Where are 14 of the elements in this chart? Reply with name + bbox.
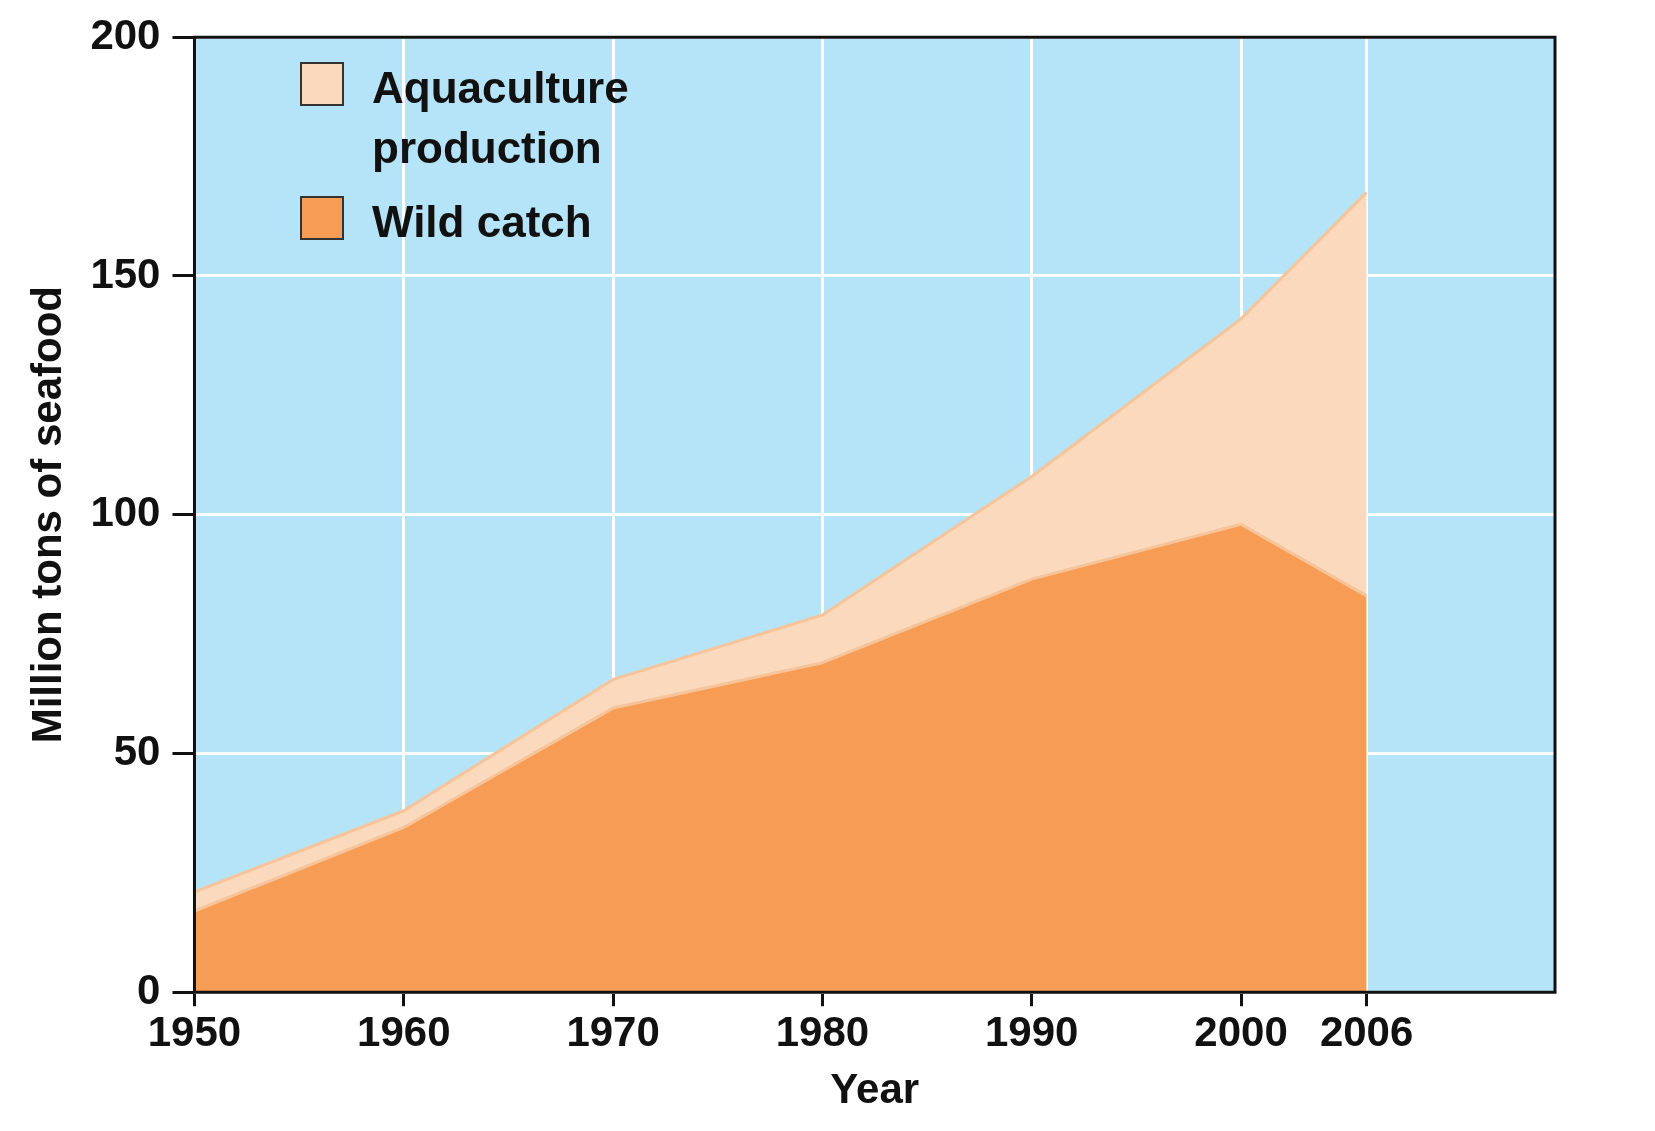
x-tick-label: 2000 <box>1194 1007 1288 1055</box>
x-tick-label: 2006 <box>1319 1007 1414 1055</box>
y-axis-title: Million tons of seafood <box>22 286 70 744</box>
y-tick-label: 150 <box>90 249 161 297</box>
legend-label: Aquaculture production <box>372 62 630 174</box>
y-tick-label: 100 <box>90 488 161 536</box>
x-tick-label: 1960 <box>357 1007 451 1055</box>
x-tick-label: 1970 <box>566 1007 660 1055</box>
x-tick-label: 1990 <box>985 1007 1079 1055</box>
x-tick-label: 1980 <box>775 1007 870 1055</box>
legend-label: Wild catch <box>372 196 593 248</box>
y-tick-label: 200 <box>90 10 161 58</box>
y-tick-label: 50 <box>113 727 161 775</box>
x-axis-title: Year <box>830 1065 920 1113</box>
